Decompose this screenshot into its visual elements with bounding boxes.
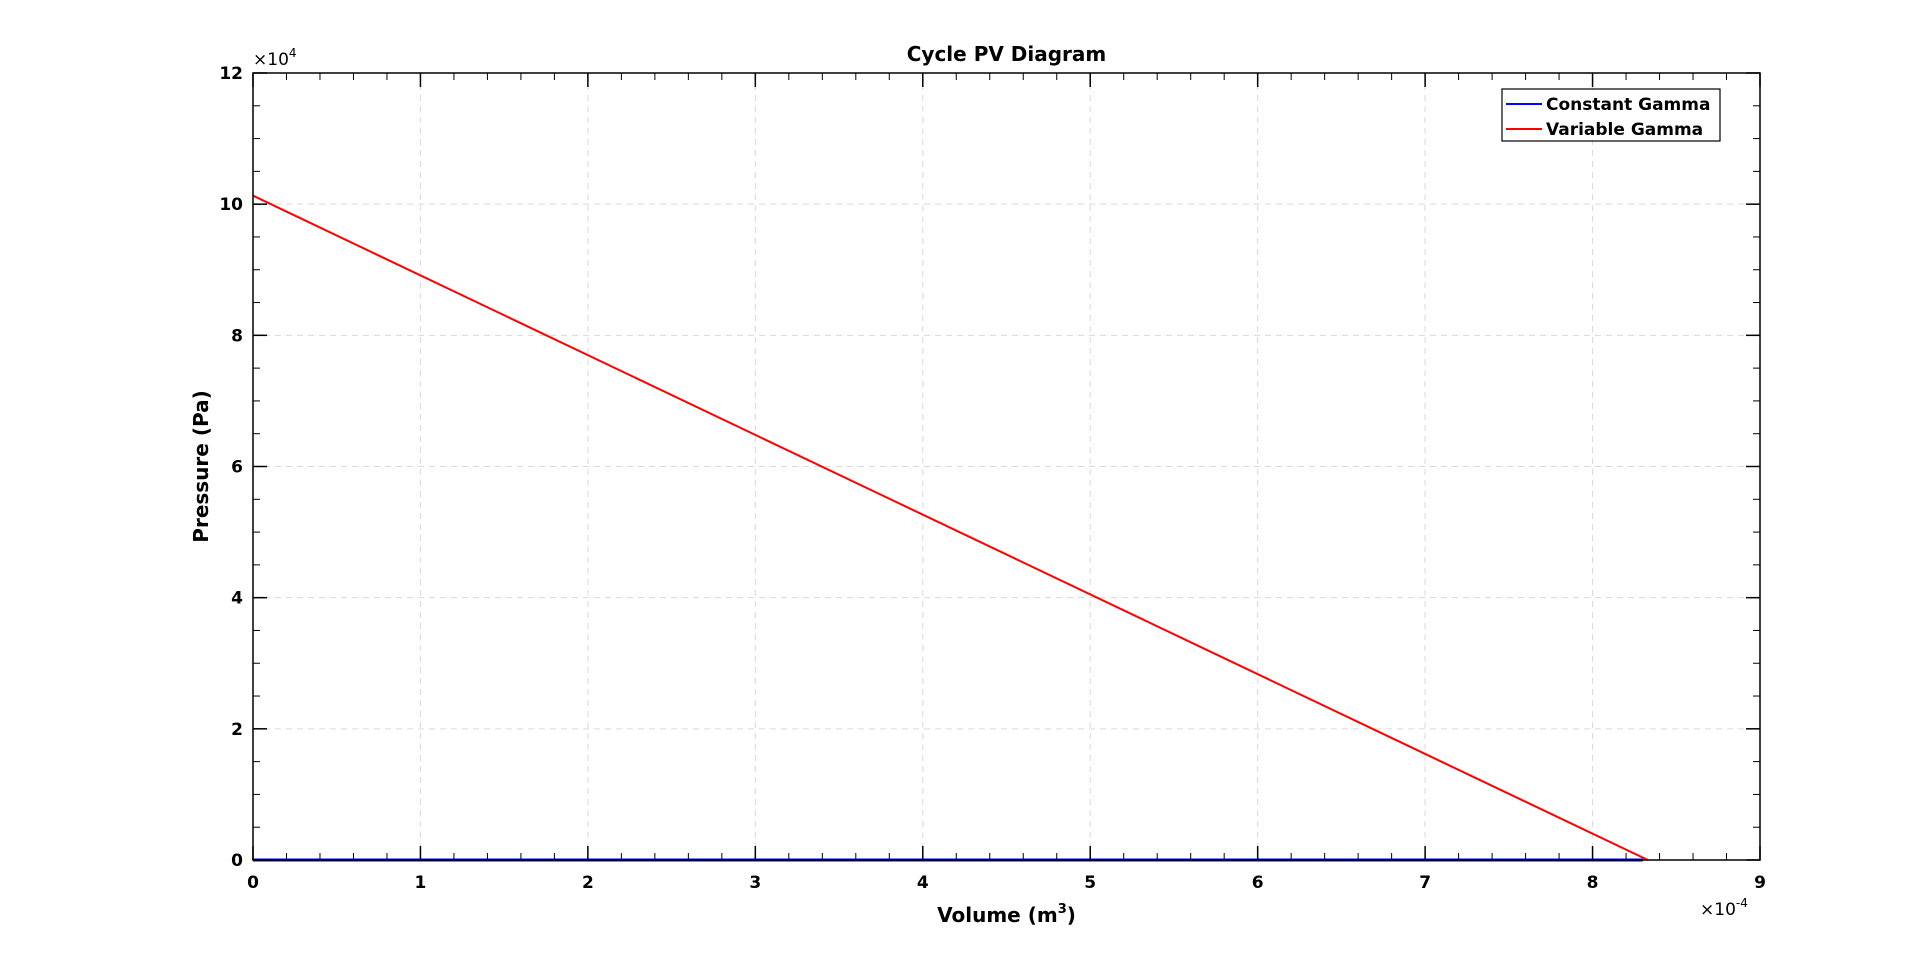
grid-lines	[253, 73, 1760, 860]
y-tick-label: 6	[231, 458, 243, 478]
legend: Constant Gamma Variable Gamma	[1501, 88, 1721, 142]
y-multiplier-text: ×104	[253, 46, 297, 70]
x-axis-label-sup: 3	[1058, 902, 1067, 917]
x-tick-label: 5	[1084, 873, 1096, 893]
series-line-variable-gamma	[252, 194, 1649, 861]
y-axis-multiplier: ×104	[253, 46, 297, 70]
legend-box	[1501, 88, 1721, 142]
x-tick-label: 7	[1419, 873, 1431, 893]
x-axis-label-main: Volume (m	[937, 903, 1058, 927]
x-tick-label: 0	[247, 873, 259, 893]
y-tick-label: 0	[231, 851, 243, 871]
y-tick-label: 2	[231, 720, 243, 740]
y-tick-label: 12	[219, 64, 243, 84]
x-multiplier-times: ×	[1700, 900, 1714, 920]
chart-title: Cycle PV Diagram	[907, 42, 1107, 66]
x-tick-label: 4	[917, 873, 929, 893]
x-tick-label: 8	[1587, 873, 1599, 893]
y-tick-label: 10	[219, 195, 243, 215]
x-tick-label: 6	[1252, 873, 1264, 893]
legend-label: Variable Gamma	[1546, 120, 1703, 140]
x-multiplier-exp: -4	[1736, 896, 1748, 910]
x-multiplier-base: 10	[1714, 900, 1736, 920]
x-tick-label: 3	[749, 873, 761, 893]
x-axis-label-close: )	[1067, 903, 1076, 927]
y-multiplier-times: ×	[253, 50, 267, 70]
x-tick-label: 1	[415, 873, 427, 893]
x-multiplier-text: ×10-4	[1700, 896, 1748, 920]
x-tick-label: 9	[1754, 873, 1766, 893]
y-multiplier-exp: 4	[289, 46, 297, 60]
y-tick-label: 8	[231, 326, 243, 346]
x-tick-label: 2	[582, 873, 594, 893]
axis-ticks	[252, 72, 1761, 861]
y-multiplier-base: 10	[267, 50, 289, 70]
y-tick-label: 4	[231, 589, 243, 609]
x-axis-label: Volume (m3)	[937, 902, 1076, 927]
y-axis-label: Pressure (Pa)	[189, 390, 213, 542]
legend-label: Constant Gamma	[1546, 95, 1710, 115]
x-axis-multiplier: ×10-4	[1700, 896, 1748, 920]
